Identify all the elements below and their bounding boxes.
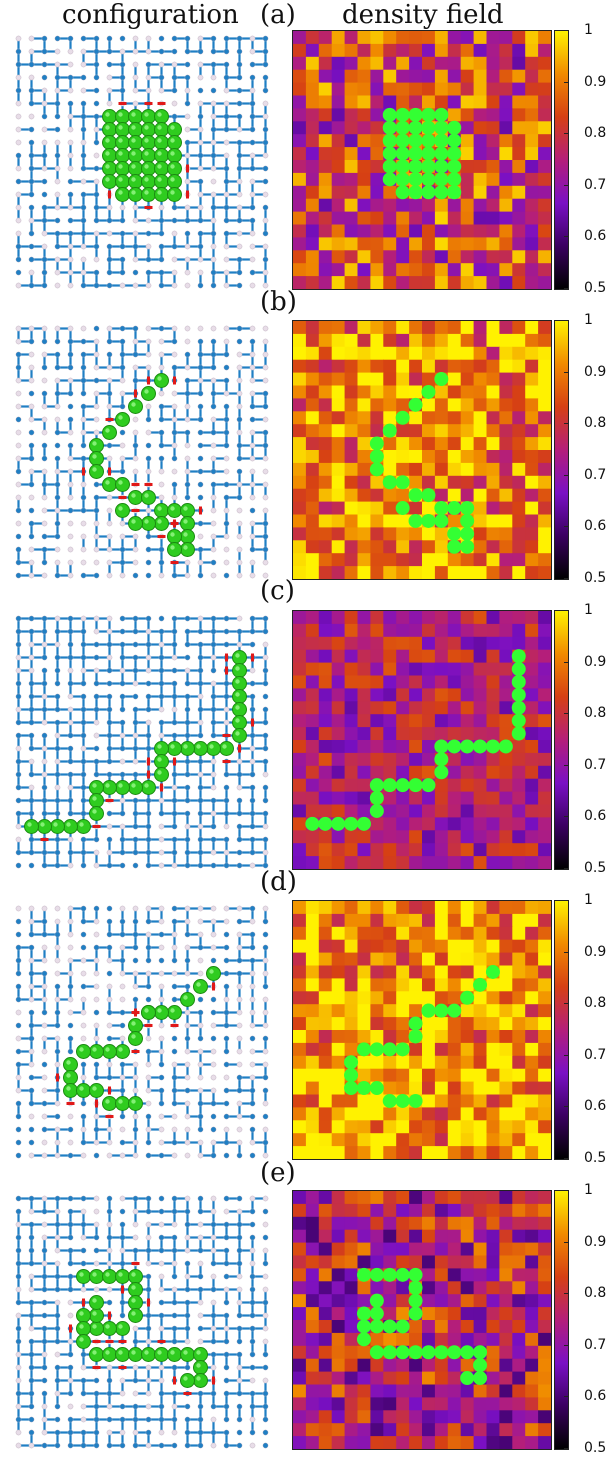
- panel-label-e: (e): [260, 1158, 296, 1188]
- colorbar-tick-mark: [564, 1003, 568, 1005]
- colorbar-tick-label: 0.5: [584, 280, 607, 296]
- panel-c: 1 0.9 0.8 0.7 0.6 0.5: [0, 602, 607, 876]
- colorbar-tick-mark: [564, 236, 568, 238]
- colorbar-tick-mark: [564, 81, 568, 83]
- panel-b: 1 0.9 0.8 0.7 0.6 0.5: [0, 312, 607, 586]
- colorbar: [554, 1190, 569, 1450]
- configuration-lattice: [12, 32, 272, 292]
- colorbar-tick-label: 0.7: [584, 756, 607, 773]
- colorbar: [554, 900, 569, 1160]
- colorbar-tick-mark: [564, 474, 568, 476]
- colorbar-tick-mark: [564, 1448, 568, 1449]
- panel-label-c: (c): [260, 576, 295, 606]
- colorbar-tick-mark: [564, 526, 568, 528]
- colorbar-tick-mark: [564, 951, 568, 953]
- colorbar-tick-mark: [564, 1396, 568, 1398]
- colorbar-tick-mark: [564, 1106, 568, 1108]
- panel-a: 1 0.9 0.8 0.7 0.6 0.5: [0, 22, 607, 296]
- panel-e: 1 0.9 0.8 0.7 0.6 0.5: [0, 1182, 607, 1456]
- colorbar-tick-label: 0.7: [584, 1336, 607, 1353]
- colorbar-tick-mark: [564, 900, 568, 901]
- colorbar-tick-mark: [564, 816, 568, 818]
- density-field-map: [292, 1190, 552, 1450]
- density-field-map: [292, 610, 552, 870]
- panel-label-b: (b): [260, 287, 297, 317]
- colorbar-tick-mark: [564, 133, 568, 135]
- colorbar-tick-label: 1: [584, 602, 593, 618]
- colorbar-tick-mark: [564, 1241, 568, 1243]
- colorbar-tick-label: 0.7: [584, 176, 607, 193]
- configuration-lattice: [12, 1192, 272, 1452]
- colorbar-tick-mark: [564, 661, 568, 663]
- colorbar-tick-label: 1: [584, 892, 593, 908]
- colorbar: [554, 320, 569, 580]
- colorbar-tick-mark: [564, 184, 568, 186]
- density-field-map: [292, 30, 552, 290]
- density-field-map: [292, 320, 552, 580]
- colorbar-tick-label: 0.5: [584, 570, 607, 586]
- colorbar-tick-label: 0.6: [584, 808, 607, 825]
- colorbar-tick-mark: [564, 288, 568, 289]
- colorbar-tick-mark: [564, 423, 568, 425]
- colorbar-tick-label: 0.9: [584, 653, 607, 670]
- colorbar-tick-label: 0.5: [584, 1440, 607, 1456]
- colorbar-tick-label: 0.8: [584, 125, 607, 142]
- configuration-lattice: [12, 902, 272, 1162]
- colorbar-tick-mark: [564, 713, 568, 715]
- colorbar-tick-label: 1: [584, 1182, 593, 1198]
- colorbar-tick-mark: [564, 1190, 568, 1191]
- colorbar-tick-mark: [564, 610, 568, 611]
- colorbar-tick-label: 0.9: [584, 1233, 607, 1250]
- header-configuration: configuration: [62, 0, 239, 30]
- colorbar-tick-mark: [564, 371, 568, 373]
- colorbar-tick-mark: [564, 1344, 568, 1346]
- colorbar-tick-label: 0.6: [584, 1388, 607, 1405]
- colorbar-tick-label: 0.9: [584, 363, 607, 380]
- colorbar-tick-mark: [564, 30, 568, 31]
- colorbar-tick-label: 0.8: [584, 705, 607, 722]
- density-field-map: [292, 900, 552, 1160]
- colorbar-tick-label: 0.7: [584, 466, 607, 483]
- panel-label-d: (d): [260, 867, 297, 897]
- colorbar-tick-mark: [564, 1158, 568, 1159]
- colorbar-tick-label: 0.5: [584, 860, 607, 876]
- colorbar-tick-label: 0.8: [584, 415, 607, 432]
- colorbar-tick-label: 0.5: [584, 1150, 607, 1166]
- colorbar-tick-mark: [564, 1293, 568, 1295]
- panel-d: 1 0.9 0.8 0.7 0.6 0.5: [0, 892, 607, 1166]
- colorbar-tick-mark: [564, 320, 568, 321]
- configuration-lattice: [12, 322, 272, 582]
- colorbar-tick-label: 0.6: [584, 1098, 607, 1115]
- configuration-lattice: [12, 612, 272, 872]
- colorbar-tick-label: 0.6: [584, 228, 607, 245]
- colorbar-tick-mark: [564, 1054, 568, 1056]
- panel-label-a: (a): [260, 0, 296, 30]
- colorbar-tick-label: 1: [584, 22, 593, 38]
- colorbar-tick-label: 0.6: [584, 518, 607, 535]
- colorbar-tick-label: 0.8: [584, 1285, 607, 1302]
- colorbar: [554, 30, 569, 290]
- header-density-field: density field: [342, 0, 504, 30]
- colorbar-tick-mark: [564, 764, 568, 766]
- colorbar-tick-label: 0.7: [584, 1046, 607, 1063]
- colorbar: [554, 610, 569, 870]
- colorbar-tick-mark: [564, 578, 568, 579]
- colorbar-tick-label: 0.8: [584, 995, 607, 1012]
- colorbar-tick-mark: [564, 868, 568, 869]
- colorbar-tick-label: 1: [584, 312, 593, 328]
- colorbar-tick-label: 0.9: [584, 943, 607, 960]
- colorbar-tick-label: 0.9: [584, 73, 607, 90]
